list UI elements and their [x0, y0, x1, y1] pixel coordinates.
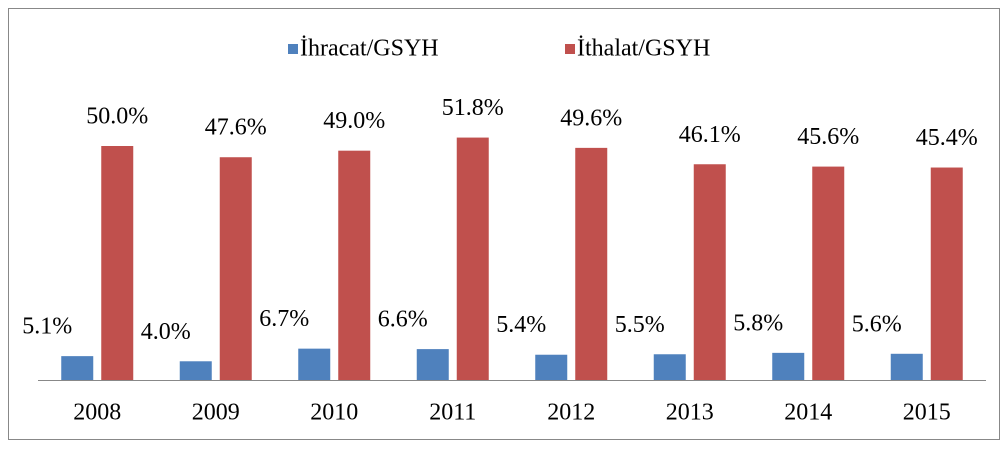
- data-label: 49.6%: [560, 105, 622, 131]
- x-tick-label: 2015: [903, 400, 951, 426]
- x-tick-label: 2011: [429, 400, 476, 426]
- bar: [416, 349, 449, 380]
- bar: [179, 361, 212, 380]
- data-label: 45.6%: [797, 124, 859, 150]
- data-label: 5.6%: [852, 311, 902, 337]
- x-tick-label: 2008: [73, 400, 121, 426]
- data-label: 5.5%: [615, 312, 665, 338]
- bar: [101, 146, 134, 380]
- bar: [812, 166, 845, 380]
- data-label: 5.4%: [496, 312, 546, 338]
- bar: [930, 167, 963, 380]
- data-label: 51.8%: [442, 95, 504, 121]
- bar: [653, 354, 686, 380]
- x-tick-label: 2012: [547, 400, 595, 426]
- x-tick-label: 2013: [666, 400, 714, 426]
- data-label: 4.0%: [141, 319, 191, 345]
- chart-frame: [8, 8, 1000, 440]
- legend-label: İthalat/GSYH: [577, 36, 710, 62]
- legend-label: İhracat/GSYH: [300, 36, 439, 62]
- data-label: 5.8%: [733, 310, 783, 336]
- x-tick-label: 2014: [784, 400, 832, 426]
- bar: [575, 147, 608, 380]
- bar: [890, 353, 923, 380]
- bar: [338, 150, 371, 380]
- data-label: 5.1%: [22, 314, 72, 340]
- x-tick-label: 2010: [310, 400, 358, 426]
- data-label: 45.4%: [916, 125, 978, 151]
- bar: [693, 164, 726, 380]
- bar: [298, 348, 331, 380]
- bar: [535, 354, 568, 380]
- bar: [456, 137, 489, 380]
- x-tick-label: 2009: [192, 400, 240, 426]
- bar: [219, 157, 252, 380]
- data-label: 50.0%: [86, 104, 148, 130]
- legend-swatch: [565, 44, 575, 54]
- data-label: 47.6%: [205, 115, 267, 141]
- data-label: 49.0%: [323, 108, 385, 134]
- data-label: 6.6%: [378, 307, 428, 333]
- data-label: 46.1%: [679, 122, 741, 148]
- bar: [61, 356, 94, 380]
- bar: [772, 352, 805, 380]
- legend-swatch: [288, 44, 298, 54]
- data-label: 6.7%: [259, 306, 309, 332]
